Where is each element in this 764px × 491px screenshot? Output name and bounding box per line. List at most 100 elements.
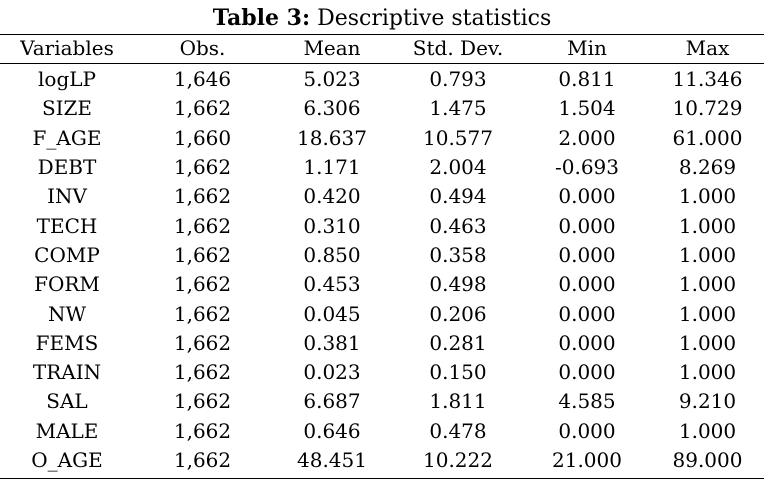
mean-cell: 48.451 — [297, 448, 367, 472]
max-cell: 1.000 — [678, 242, 737, 267]
max-cell: 10.729 — [672, 96, 743, 121]
column-header-mean: Mean — [303, 36, 361, 60]
variable-cell: SIZE — [41, 96, 93, 121]
table-row: SIZE 1,662 6.306 1.475 1.504 10.729 — [0, 94, 764, 123]
max-cell: 1.000 — [678, 184, 737, 209]
obs-cell: 1,662 — [173, 155, 232, 180]
table-bottom-rule — [0, 478, 764, 479]
max-cell: 1.000 — [678, 301, 737, 326]
variable-cell: FORM — [34, 272, 100, 297]
min-cell: 0.000 — [558, 360, 616, 385]
obs-cell: 1,662 — [173, 448, 232, 472]
std-dev-cell: 0.281 — [429, 330, 487, 355]
table-top-rule — [0, 34, 764, 35]
mean-cell: 0.310 — [303, 213, 361, 238]
mean-cell: 18.637 — [297, 125, 367, 150]
table-header-rule — [0, 63, 764, 64]
min-cell: 0.000 — [558, 242, 616, 267]
variable-cell: NW — [47, 301, 87, 326]
max-cell: 1.000 — [678, 272, 737, 297]
obs-cell: 1,662 — [173, 242, 232, 267]
std-dev-cell: 1.475 — [429, 96, 487, 121]
descriptive-statistics-table: Variables Obs. Mean Std. Dev. Min Max lo… — [0, 34, 764, 475]
variable-cell: FEMS — [35, 330, 99, 355]
variable-cell: COMP — [34, 242, 100, 267]
mean-cell: 6.306 — [303, 96, 361, 121]
column-header-max: Max — [685, 36, 730, 60]
mean-cell: 0.420 — [303, 184, 361, 209]
obs-cell: 1,662 — [173, 272, 232, 297]
variable-cell: F_AGE — [32, 125, 102, 150]
table-row: FEMS 1,662 0.381 0.281 0.000 1.000 — [0, 329, 764, 358]
table-row: logLP 1,646 5.023 0.793 0.811 11.346 — [0, 63, 764, 94]
table-row: TRAIN 1,662 0.023 0.150 0.000 1.000 — [0, 358, 764, 387]
table-caption-title: Descriptive statistics — [317, 6, 552, 31]
mean-cell: 0.045 — [303, 301, 361, 326]
column-header-std-dev: Std. Dev. — [412, 36, 504, 60]
table-row: TECH 1,662 0.310 0.463 0.000 1.000 — [0, 211, 764, 240]
mean-cell: 0.023 — [303, 360, 361, 385]
min-cell: 0.000 — [558, 184, 616, 209]
obs-cell: 1,660 — [173, 125, 232, 150]
mean-cell: 6.687 — [303, 389, 361, 414]
mean-cell: 0.453 — [303, 272, 361, 297]
max-cell: 89.000 — [672, 448, 743, 472]
std-dev-cell: 0.494 — [429, 184, 487, 209]
column-header-obs: Obs. — [179, 36, 226, 60]
obs-cell: 1,646 — [173, 67, 232, 92]
table-row: SAL 1,662 6.687 1.811 4.585 9.210 — [0, 387, 764, 416]
variable-cell: TECH — [36, 213, 98, 238]
std-dev-cell: 0.358 — [429, 242, 487, 267]
table-row: MALE 1,662 0.646 0.478 0.000 1.000 — [0, 417, 764, 446]
mean-cell: 0.850 — [303, 242, 361, 267]
obs-cell: 1,662 — [173, 96, 232, 121]
mean-cell: 5.023 — [303, 67, 361, 92]
max-cell: 1.000 — [678, 360, 737, 385]
obs-cell: 1,662 — [173, 301, 232, 326]
variable-cell: logLP — [38, 67, 96, 92]
max-cell: 8.269 — [678, 155, 737, 180]
max-cell: 11.346 — [672, 67, 743, 92]
std-dev-cell: 0.150 — [429, 360, 487, 385]
table-caption-label: Table 3: — [212, 5, 311, 31]
table-row: DEBT 1,662 1.171 2.004 -0.693 8.269 — [0, 153, 764, 182]
obs-cell: 1,662 — [173, 213, 232, 238]
min-cell: -0.693 — [554, 155, 619, 180]
min-cell: 0.000 — [558, 213, 616, 238]
table-caption: Table 3: Descriptive statistics — [0, 4, 764, 33]
max-cell: 1.000 — [678, 418, 737, 443]
obs-cell: 1,662 — [173, 184, 232, 209]
table-row: F_AGE 1,660 18.637 10.577 2.000 61.000 — [0, 124, 764, 153]
min-cell: 0.811 — [558, 67, 616, 92]
column-header-min: Min — [567, 36, 607, 60]
std-dev-cell: 2.004 — [429, 155, 487, 180]
variable-cell: MALE — [35, 418, 99, 443]
obs-cell: 1,662 — [173, 418, 232, 443]
std-dev-cell: 1.811 — [429, 389, 487, 414]
std-dev-cell: 10.222 — [423, 448, 493, 472]
min-cell: 1.504 — [558, 96, 616, 121]
mean-cell: 1.171 — [303, 155, 361, 180]
min-cell: 0.000 — [558, 330, 616, 355]
min-cell: 21.000 — [552, 448, 622, 472]
obs-cell: 1,662 — [173, 389, 232, 414]
variable-cell: TRAIN — [32, 360, 102, 385]
max-cell: 9.210 — [678, 389, 737, 414]
table-row: INV 1,662 0.420 0.494 0.000 1.000 — [0, 182, 764, 211]
table-header-row: Variables Obs. Mean Std. Dev. Min Max — [0, 34, 764, 63]
min-cell: 0.000 — [558, 301, 616, 326]
variable-cell: DEBT — [37, 155, 97, 180]
table-row: COMP 1,662 0.850 0.358 0.000 1.000 — [0, 241, 764, 270]
max-cell: 1.000 — [678, 213, 737, 238]
std-dev-cell: 0.463 — [429, 213, 487, 238]
variable-cell: O_AGE — [31, 448, 103, 472]
std-dev-cell: 0.478 — [429, 418, 487, 443]
table-row: O_AGE 1,662 48.451 10.222 21.000 89.000 — [0, 446, 764, 475]
min-cell: 0.000 — [558, 272, 616, 297]
column-header-variables: Variables — [20, 36, 114, 60]
table-row: FORM 1,662 0.453 0.498 0.000 1.000 — [0, 270, 764, 299]
std-dev-cell: 10.577 — [423, 125, 493, 150]
table-body: logLP 1,646 5.023 0.793 0.811 11.346 SIZE 1,662… — [0, 63, 764, 475]
std-dev-cell: 0.206 — [429, 301, 487, 326]
